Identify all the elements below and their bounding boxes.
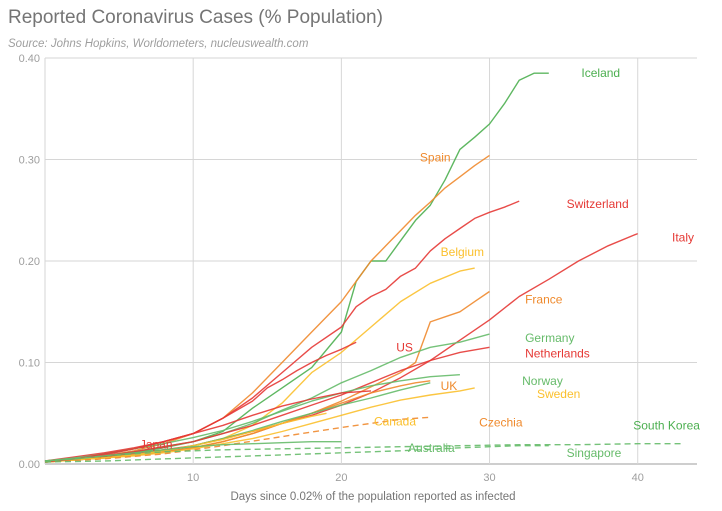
series-label-uk: UK: [441, 379, 458, 393]
series-label-singapore: Singapore: [567, 446, 622, 460]
series-line-spain: [44, 154, 490, 462]
grid: 0.00 0.10 0.20 0.30 0.40 10 20 30 40: [19, 53, 697, 484]
x-tick-label: 40: [632, 472, 644, 484]
series-lines: [44, 72, 683, 463]
series-label-canada: Canada: [374, 414, 416, 428]
series-line-us: [44, 341, 357, 462]
series-label-belgium: Belgium: [441, 245, 484, 259]
y-tick-label: 0.30: [19, 155, 40, 167]
chart-title: Reported Coronavirus Cases (% Population…: [8, 7, 383, 28]
series-label-south-korea: South Korea: [633, 418, 700, 432]
x-tick-label: 20: [335, 472, 347, 484]
series-line-canada: [44, 412, 327, 463]
x-tick-label: 10: [187, 472, 199, 484]
series-labels: Iceland Spain Switzerland Italy Belgium Franc…: [140, 66, 700, 460]
series-label-iceland: Iceland: [581, 66, 620, 80]
series-line-south-korea: [44, 443, 683, 462]
series-label-norway: Norway: [522, 374, 563, 388]
series-line-australia: [44, 441, 342, 462]
series-line-japan: [44, 390, 372, 463]
series-label-australia: Australia: [408, 441, 455, 455]
y-tick-label: 0.20: [19, 256, 40, 268]
series-label-switzerland: Switzerland: [567, 197, 629, 211]
series-line-singapore: [44, 445, 549, 463]
series-line-belgium: [44, 267, 475, 463]
y-tick-label: 0.10: [19, 358, 40, 370]
series-label-us: US: [396, 340, 413, 354]
series-label-czechia: Czechia: [479, 415, 523, 429]
x-axis-label: Days since 0.02% of the population repor…: [230, 491, 515, 503]
series-label-netherlands: Netherlands: [525, 346, 590, 360]
y-tick-label: 0.00: [19, 459, 40, 471]
series-label-germany: Germany: [525, 331, 574, 345]
series-label-sweden: Sweden: [537, 387, 580, 401]
series-label-france: France: [525, 293, 563, 307]
chart-subtitle: Source: Johns Hopkins, Worldometers, nuc…: [8, 38, 309, 50]
series-label-spain: Spain: [420, 150, 451, 164]
y-tick-label: 0.40: [19, 53, 40, 65]
x-tick-label: 30: [483, 472, 495, 484]
series-label-italy: Italy: [672, 231, 694, 245]
series-label-japan: Japan: [140, 438, 173, 452]
